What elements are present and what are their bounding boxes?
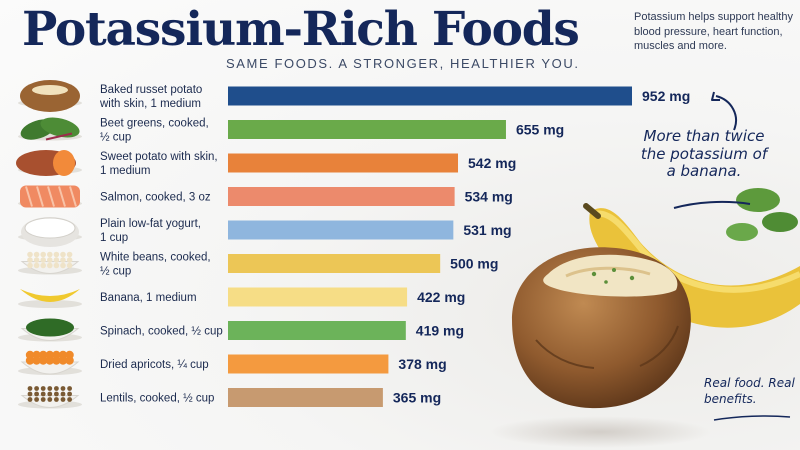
- category-label: Spinach, cooked, ½ cup: [100, 326, 223, 338]
- bar: [228, 354, 389, 374]
- category-label: Lentils, cooked, ½ cup: [100, 393, 214, 405]
- value-label: 365 mg: [393, 390, 441, 406]
- chart-row: Sweet potato with skin, 1 medium 542 mg: [16, 150, 516, 177]
- baked-potato-icon: [18, 80, 82, 112]
- value-label: 378 mg: [398, 356, 446, 372]
- chart-row: Lentils, cooked, ½ cup 365 mg: [18, 386, 441, 409]
- tagline: Real food. Real benefits.: [704, 376, 795, 406]
- value-label: 422 mg: [417, 289, 465, 305]
- lentils-icon: [18, 386, 82, 409]
- chart-row: Salmon, cooked, 3 oz 534 mg: [18, 185, 513, 208]
- baked-potato-illustration-icon: [512, 247, 691, 409]
- tagline-underline-icon: [713, 415, 791, 421]
- bar: [228, 388, 383, 407]
- sweet-potato-icon: [16, 150, 82, 176]
- category-label: Salmon, cooked, 3 oz: [100, 192, 211, 204]
- category-label: Baked russet potato with skin, 1 medium: [99, 84, 202, 110]
- category-label: Plain low-fat yogurt, 1 cup: [100, 218, 201, 244]
- bar: [228, 153, 459, 173]
- bar: [228, 254, 441, 273]
- banana-icon: [18, 289, 82, 308]
- dried-apricots-icon: [18, 350, 82, 375]
- yogurt-icon: [18, 217, 82, 247]
- parsley-icon: [726, 188, 798, 241]
- chart-row: Spinach, cooked, ½ cup 419 mg: [18, 318, 464, 342]
- potassium-bar-chart: Baked russet potato with skin, 1 medium 95…: [16, 80, 690, 409]
- page-title: Potassium-Rich Foods: [22, 2, 580, 57]
- potato-banana-illustration: [490, 188, 800, 448]
- callout-arrow-icon: [711, 91, 737, 131]
- intro-text: Potassium helps support healthy blood pr…: [634, 11, 793, 53]
- comparison-callout: More than twice the potassium of a banan…: [640, 127, 768, 181]
- category-label: Beet greens, cooked, ½ cup: [100, 118, 209, 144]
- white-beans-icon: [18, 251, 82, 275]
- chart-row: Dried apricots, ¼ cup 378 mg: [18, 350, 447, 375]
- category-label: Sweet potato with skin, 1 medium: [100, 151, 218, 177]
- chart-row: Beet greens, cooked, ½ cup 655 mg: [18, 117, 564, 144]
- bar: [228, 120, 506, 139]
- value-label: 531 mg: [463, 222, 511, 238]
- value-label: 655 mg: [516, 122, 564, 138]
- value-label: 952 mg: [642, 88, 690, 104]
- salmon-icon: [18, 185, 82, 208]
- page-subtitle: SAME FOODS. A STRONGER, HEALTHIER YOU.: [226, 56, 580, 71]
- chart-row: White beans, cooked, ½ cup 500 mg: [18, 252, 498, 278]
- spinach-icon: [18, 318, 82, 342]
- chart-row: Baked russet potato with skin, 1 medium 95…: [18, 80, 690, 112]
- chart-row: Banana, 1 medium 422 mg: [18, 287, 465, 308]
- chart-row: Plain low-fat yogurt, 1 cup 531 mg: [18, 217, 512, 247]
- value-label: 500 mg: [450, 256, 498, 272]
- bar: [228, 220, 454, 240]
- category-label: Dried apricots, ¼ cup: [100, 359, 209, 371]
- callout-underline-icon: [673, 200, 751, 209]
- category-label: Banana, 1 medium: [100, 292, 197, 304]
- bar: [228, 287, 408, 307]
- category-label: White beans, cooked, ½ cup: [100, 252, 211, 278]
- bar: [228, 86, 632, 106]
- bar: [228, 321, 406, 340]
- bar: [228, 187, 455, 206]
- beet-greens-icon: [18, 117, 82, 141]
- value-label: 419 mg: [416, 323, 464, 339]
- value-label: 542 mg: [468, 155, 516, 171]
- value-label: 534 mg: [465, 189, 513, 205]
